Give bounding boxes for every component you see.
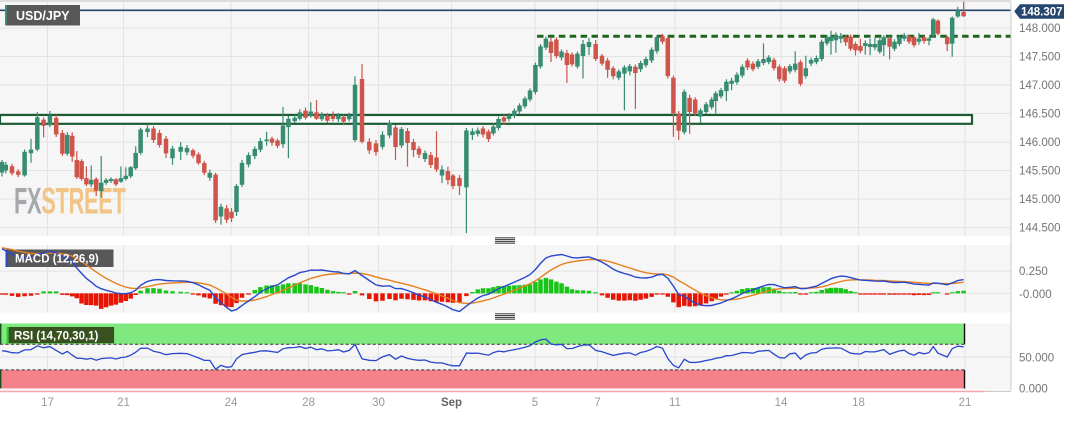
svg-text:148.307: 148.307 [1021, 7, 1063, 19]
svg-text:30: 30 [372, 397, 385, 409]
svg-text:146.500: 146.500 [1019, 109, 1061, 121]
svg-text:17: 17 [41, 397, 54, 409]
svg-text:21: 21 [117, 397, 130, 409]
svg-text:147.500: 147.500 [1019, 52, 1061, 64]
svg-text:18: 18 [852, 397, 865, 409]
svg-text:RSI (14,70,30,1): RSI (14,70,30,1) [14, 331, 99, 343]
svg-text:144.500: 144.500 [1019, 223, 1061, 235]
svg-text:MACD (12,26,9): MACD (12,26,9) [15, 254, 99, 266]
svg-text:21: 21 [959, 397, 972, 409]
svg-text:-0.000: -0.000 [1019, 289, 1052, 301]
svg-text:148.000: 148.000 [1019, 23, 1061, 35]
svg-text:14: 14 [775, 397, 788, 409]
svg-text:145.500: 145.500 [1019, 166, 1061, 178]
svg-text:28: 28 [302, 397, 315, 409]
svg-text:0.250: 0.250 [1019, 266, 1048, 278]
svg-text:145.000: 145.000 [1019, 194, 1061, 206]
svg-text:24: 24 [225, 397, 238, 409]
svg-text:Sep: Sep [441, 397, 462, 409]
svg-text:5: 5 [532, 397, 538, 409]
svg-text:7: 7 [594, 397, 600, 409]
svg-text:FXSTREET: FXSTREET [14, 182, 126, 222]
svg-text:11: 11 [669, 397, 681, 409]
svg-text:USD/JPY: USD/JPY [16, 9, 70, 23]
svg-text:0.000: 0.000 [1019, 384, 1048, 396]
svg-text:147.000: 147.000 [1019, 80, 1061, 92]
svg-text:146.000: 146.000 [1019, 137, 1061, 149]
svg-text:50.000: 50.000 [1019, 353, 1054, 365]
